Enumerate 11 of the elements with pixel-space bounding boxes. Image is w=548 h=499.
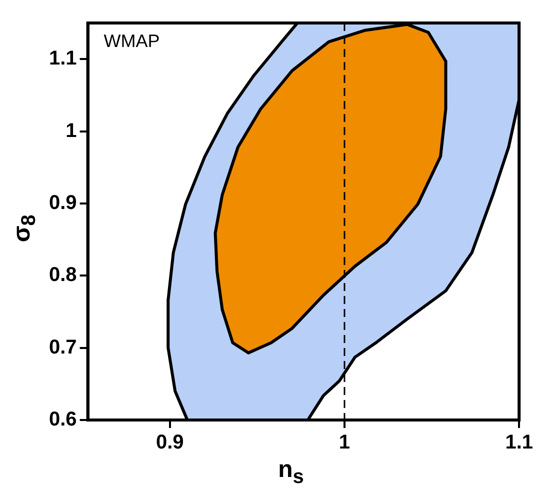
x-tick-label: 0.9 <box>156 432 184 454</box>
y-tick-label: 0.8 <box>48 264 77 286</box>
x-tick-label: 1.1 <box>505 432 534 454</box>
y-tick-label: 1 <box>66 120 77 142</box>
y-tick-label: 0.7 <box>48 336 77 358</box>
x-axis-title: n$_{s}$ <box>277 456 305 489</box>
x-tick-label: 1 <box>338 432 350 454</box>
y-tick-label: 0.9 <box>48 192 77 214</box>
y-tick-label: 0.6 <box>48 408 77 431</box>
y-tick-label: 1.1 <box>48 48 77 70</box>
annotation: WMAP <box>104 30 160 51</box>
